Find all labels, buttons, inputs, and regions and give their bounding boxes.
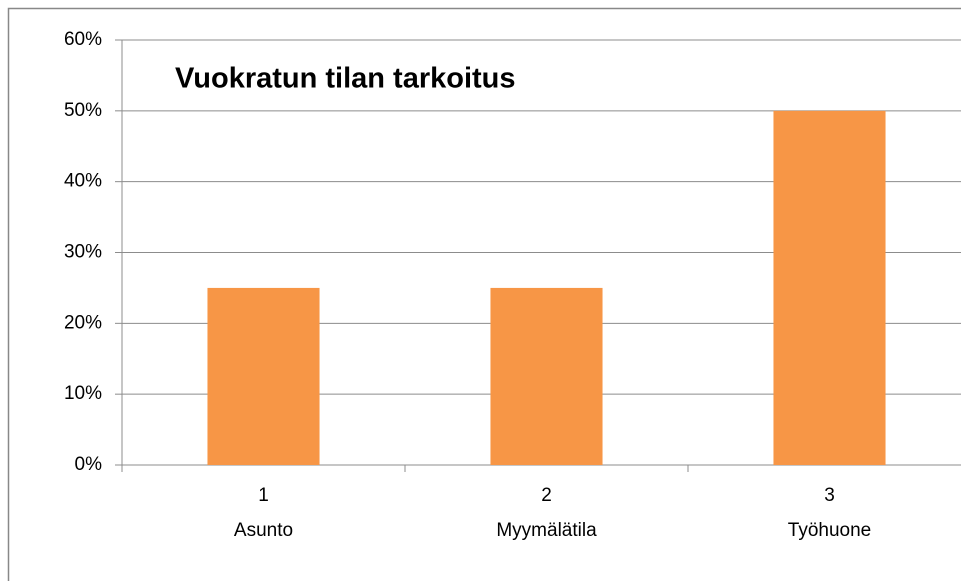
y-tick-label: 40% bbox=[64, 171, 102, 192]
chart-title: Vuokratun tilan tarkoitus bbox=[175, 63, 516, 95]
x-tick-label: Asunto bbox=[234, 520, 293, 541]
y-tick-label: 50% bbox=[64, 100, 102, 121]
y-tick-label: 60% bbox=[64, 29, 102, 50]
bar bbox=[207, 287, 320, 465]
y-tick-label: 30% bbox=[64, 242, 102, 263]
y-tick-label: 10% bbox=[64, 383, 102, 404]
bar bbox=[773, 110, 886, 465]
x-tick-label: Myymälätila bbox=[496, 520, 597, 541]
y-tick-label: 0% bbox=[75, 454, 103, 475]
y-tick-label: 20% bbox=[64, 312, 102, 333]
bar bbox=[490, 287, 603, 465]
x-tick-code: 1 bbox=[258, 485, 269, 506]
x-tick-label: Työhuone bbox=[788, 520, 871, 541]
x-tick-code: 2 bbox=[541, 485, 552, 506]
x-tick-code: 3 bbox=[824, 485, 835, 506]
